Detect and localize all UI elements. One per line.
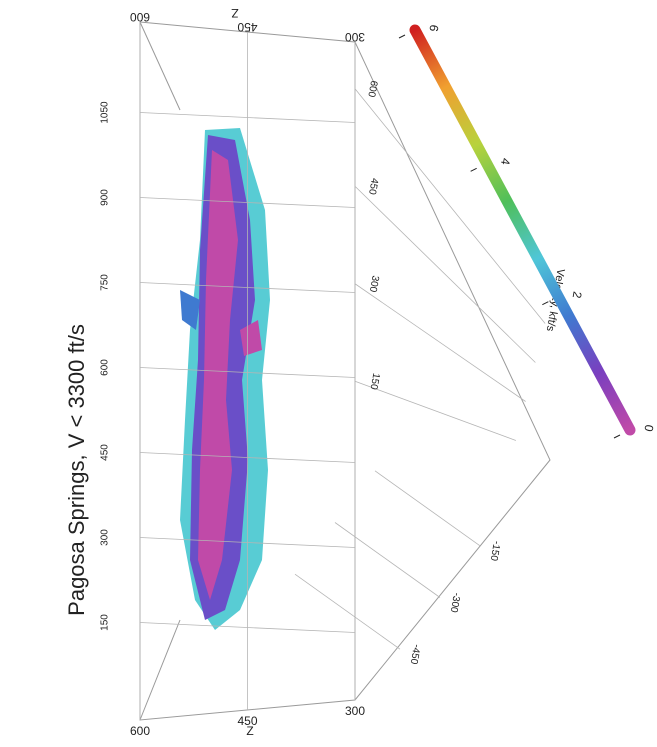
- grid-line: [139, 622, 356, 633]
- chart-title: Pagosa Springs, V < 3300 ft/s: [64, 324, 89, 616]
- colorbar: [409, 24, 636, 436]
- z-axis-label: Z: [246, 724, 253, 738]
- colorbar-tick: [398, 34, 406, 39]
- colorbar-tick-label: 6: [426, 24, 441, 33]
- x2-tick-label: -450: [408, 643, 422, 665]
- grid-line: [139, 197, 356, 208]
- grid-line: [334, 522, 441, 598]
- grid-line: [354, 88, 546, 324]
- z-tick-label: 300: [345, 704, 365, 718]
- z-tick-label: 450: [237, 20, 257, 34]
- grid-line: [374, 470, 481, 547]
- x2-tick-label: -150: [488, 540, 502, 562]
- z-tick-label: 600: [130, 10, 150, 24]
- grid-line: [139, 537, 356, 548]
- y-tick-label: 150: [100, 614, 111, 631]
- colorbar-tick: [542, 301, 549, 306]
- z-axis-label: Z: [231, 6, 238, 20]
- colorbar-tick-label: 2: [570, 290, 585, 299]
- colorbar-tick: [613, 434, 621, 439]
- y-tick-label: 600: [100, 359, 111, 376]
- grid-line: [354, 380, 517, 441]
- y-tick-label: 1050: [100, 101, 111, 124]
- colorbar-tick-label: 0: [641, 424, 656, 433]
- x-tick-label: 450: [366, 177, 380, 196]
- grid-line: [139, 452, 356, 463]
- colorbar-tick-label: 4: [498, 157, 513, 166]
- grid-line: [139, 282, 356, 293]
- grid-line: [354, 283, 526, 402]
- z-tick-label: 300: [345, 30, 365, 44]
- y-tick-label: 300: [100, 529, 111, 546]
- grid-line: [354, 185, 536, 363]
- z-tick-label: 450: [237, 714, 257, 728]
- y-tick-label: 900: [100, 189, 111, 206]
- colorbar-tick: [470, 167, 477, 172]
- grid-line: [139, 112, 356, 123]
- grid-line: [139, 367, 356, 378]
- x-tick-label: 600: [365, 80, 379, 99]
- x-tick-label: 300: [367, 275, 381, 294]
- z-tick-label: 600: [130, 724, 150, 738]
- x2-tick-label: -300: [448, 592, 462, 614]
- x-tick-label: 150: [368, 372, 382, 391]
- grid-line: [294, 573, 401, 650]
- y-tick-label: 750: [100, 274, 111, 291]
- y-tick-label: 450: [100, 444, 111, 461]
